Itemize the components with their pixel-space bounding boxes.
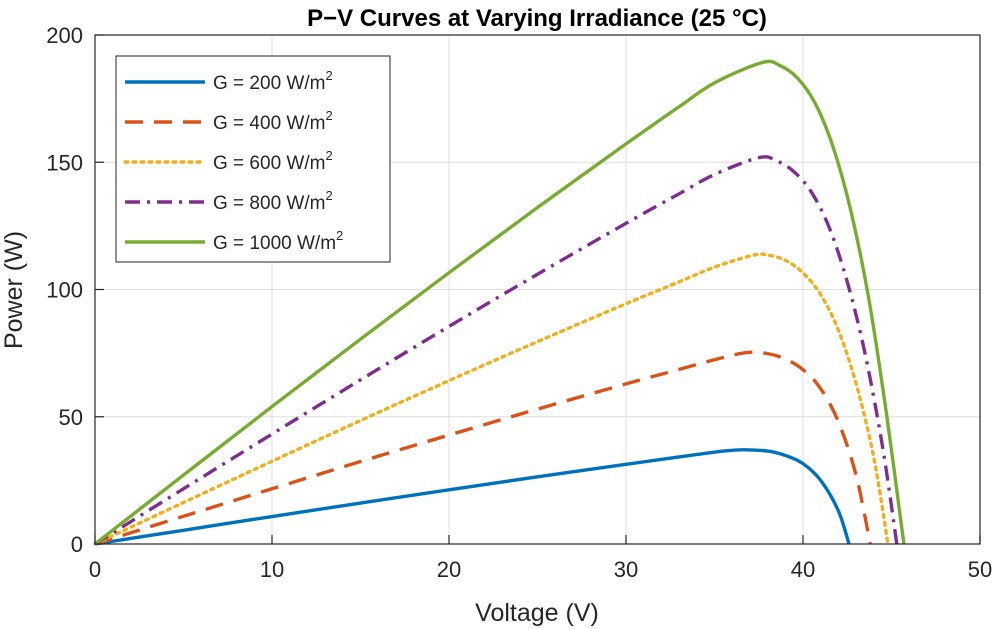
y-tick-label: 50 [59,405,83,430]
tick-labels: 0 10 20 30 40 50 0 50 100 150 200 [46,23,992,582]
legend-label-2: G = 400 W/m2 [213,108,333,134]
x-tick-label: 30 [614,557,638,582]
legend-box [115,55,391,263]
y-tick-label: 200 [46,23,83,48]
legend-label-3: G = 600 W/m2 [213,148,333,174]
x-axis-label: Voltage (V) [475,599,599,627]
x-tick-label: 20 [437,557,461,582]
x-tick-label: 10 [260,557,284,582]
chart-title: P−V Curves at Varying Irradiance (25 °C) [307,5,767,32]
series-line-1 [94,448,851,546]
series-line-5 [93,59,906,546]
x-tick-label: 40 [791,557,815,582]
x-tick-label: 50 [968,557,992,582]
series-layer [93,59,906,546]
y-tick-label: 100 [46,278,83,303]
legend-label-5: G = 1000 W/m2 [213,228,343,254]
y-tick-label: 150 [46,150,83,175]
series-line-4 [94,155,899,546]
y-tick-label: 0 [71,532,83,557]
legend-label-4: G = 800 W/m2 [213,188,333,214]
y-axis-label: Power (W) [0,231,28,349]
series-line-3 [93,252,890,546]
legend: G = 200 W/m2 G = 400 W/m2 G = 600 W/m2 G = … [115,55,391,263]
legend-label-1: G = 200 W/m2 [213,68,333,94]
ticks [94,34,981,545]
series-line-2 [94,350,872,546]
x-tick-label: 0 [89,557,101,582]
